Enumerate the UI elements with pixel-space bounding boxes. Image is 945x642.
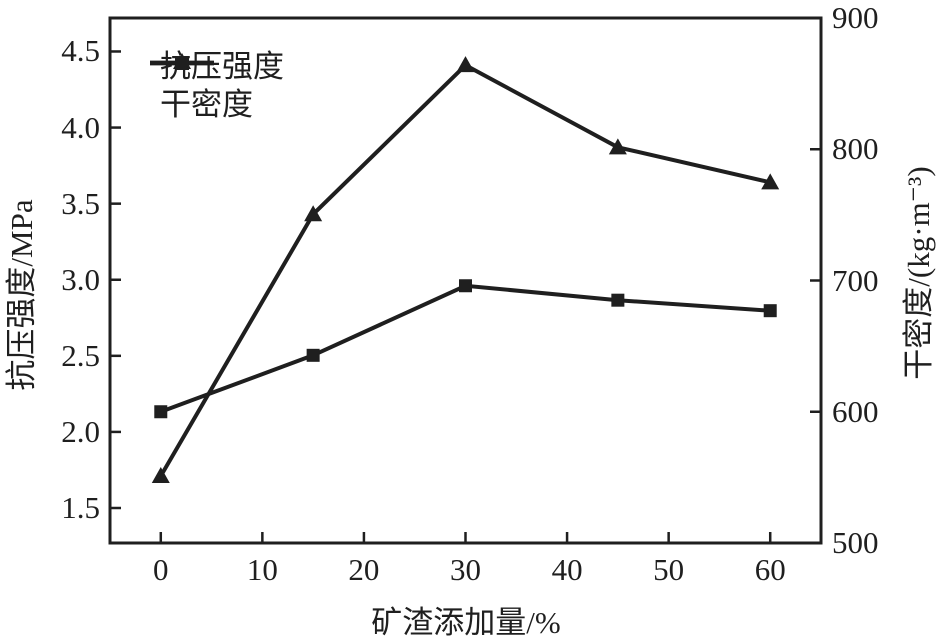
tick-label: 4.5 — [61, 33, 100, 69]
tick-label: 900 — [832, 0, 879, 35]
tick-label: 30 — [450, 552, 481, 587]
tick-label: 500 — [832, 525, 879, 560]
legend-item-dry-density: 干密度 — [148, 56, 284, 122]
tick-label: 3.5 — [61, 185, 100, 221]
legend: 抗压强度 干密度 — [148, 44, 284, 122]
tick-label: 0 — [153, 552, 169, 587]
left-axis-title: 抗压强度/MPa — [4, 199, 39, 391]
tick-label: 2.5 — [61, 337, 100, 373]
tick-label: 600 — [832, 393, 879, 429]
tick-label: 4.0 — [61, 109, 100, 145]
data-series — [151, 56, 780, 484]
x-axis-title: 矿渣添加量/% — [371, 605, 561, 640]
axis-ticks — [110, 16, 821, 545]
tick-label: 50 — [653, 552, 685, 587]
tick-label: 40 — [551, 552, 583, 587]
square-marker-icon — [150, 56, 214, 70]
tick-label: 700 — [832, 262, 879, 298]
tick-label: 1.5 — [61, 490, 100, 525]
tick-label: 20 — [348, 552, 380, 587]
right-axis-title: 干密度/(kg·m⁻³) — [901, 166, 936, 380]
tick-label: 3.0 — [61, 261, 100, 297]
tick-label: 800 — [832, 131, 879, 167]
tick-label: 60 — [754, 552, 786, 587]
tick-label: 2.0 — [61, 413, 100, 449]
tick-label: 10 — [246, 552, 278, 587]
legend-label-dry-density: 干密度 — [160, 86, 253, 122]
